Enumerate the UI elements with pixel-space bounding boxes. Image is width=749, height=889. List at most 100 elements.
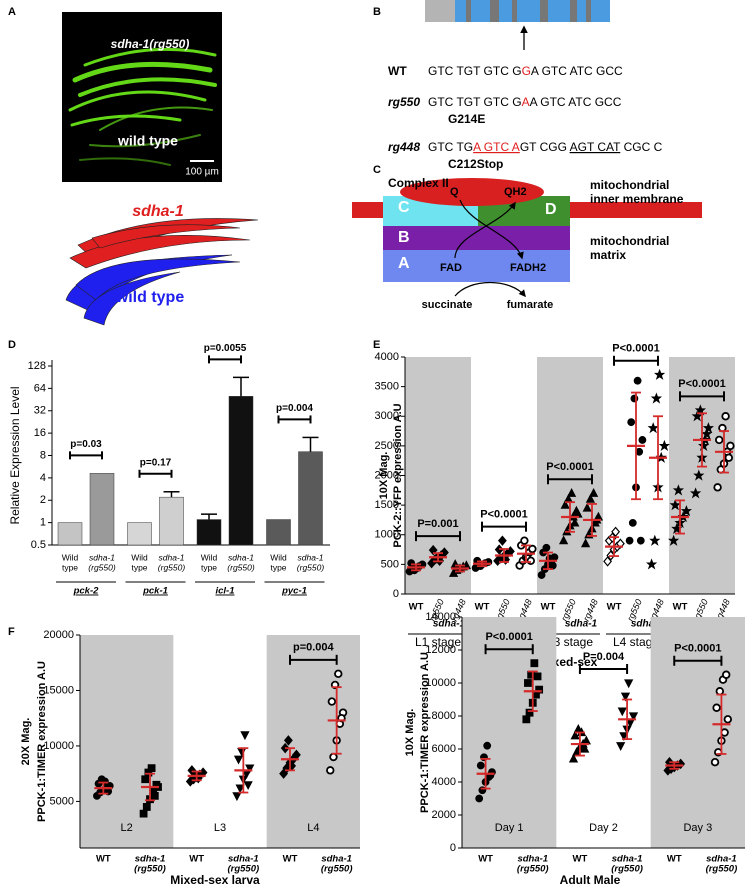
bar-label: (rg550) <box>297 562 325 572</box>
p-value-label: p=0.0055 <box>204 343 247 354</box>
stage-label: L1 stage <box>415 635 461 649</box>
data-point <box>649 534 661 546</box>
data-point <box>722 670 731 679</box>
data-point <box>568 753 579 763</box>
group-label: WT <box>189 854 204 865</box>
data-point <box>233 755 244 765</box>
bar-label: sdha-1 <box>298 552 324 562</box>
stage-shading <box>80 635 174 848</box>
subunit-label: B <box>398 229 410 246</box>
y-tick-label: 3000 <box>375 410 399 422</box>
stage-label: Day 1 <box>495 822 524 834</box>
y-tick-label: 500 <box>381 558 399 570</box>
data-point <box>625 536 634 545</box>
worm-schematic <box>65 218 259 326</box>
data-point <box>715 687 725 696</box>
group-label: WT <box>475 602 490 613</box>
sequence-segment: A GTC ATC GCC <box>531 64 623 78</box>
group-label: (rg550) <box>134 864 166 875</box>
diagram-label: FADH2 <box>510 262 546 274</box>
data-point <box>620 692 631 702</box>
stage-label: L2 <box>121 822 133 834</box>
bar-label: (rg550) <box>158 562 186 572</box>
diagram-label: matrix <box>590 248 626 262</box>
group-label: WT <box>667 854 682 865</box>
data-point <box>235 784 245 794</box>
data-point <box>243 781 253 791</box>
bar <box>266 519 291 546</box>
group-sublabel: sdha-1 <box>631 619 664 630</box>
data-point <box>710 758 720 767</box>
diagram-label: mitochondrial <box>590 234 669 248</box>
data-point <box>524 679 532 687</box>
data-point <box>407 559 416 568</box>
group-sublabel: sdha-1 <box>433 619 466 630</box>
y-tick-label: 1 <box>40 517 46 529</box>
stage-label: L3 stage <box>547 635 593 649</box>
y-tick-label: 20000 <box>43 629 74 641</box>
stage-label: L4 stage <box>613 635 659 649</box>
image-label: wild type <box>117 133 178 149</box>
stage-shading <box>650 617 745 848</box>
sequence-segment: GTC TGT GTC G <box>428 95 522 109</box>
p-value-label: p=0.17 <box>140 457 172 468</box>
y-tick-label: 2500 <box>375 440 399 452</box>
bar-label: sdha-1 <box>159 552 185 562</box>
group-label: sdha-1 <box>706 854 737 865</box>
y-tick-label: 1500 <box>375 499 399 511</box>
group-label: sdha-1 <box>612 854 643 865</box>
data-point <box>603 556 613 567</box>
bar-label: Wild <box>270 552 287 562</box>
data-point <box>476 761 485 770</box>
data-point <box>520 536 529 545</box>
complex-ii-diagram <box>352 178 702 298</box>
bar <box>57 522 83 546</box>
bar-label: type <box>201 562 217 572</box>
y-tick-label: 15000 <box>43 684 74 696</box>
group-label: WT <box>283 854 298 865</box>
subunit-label: C <box>398 199 410 216</box>
data-point <box>650 392 662 404</box>
group-label: (rg550) <box>227 864 259 875</box>
p-value-label: p=0.004 <box>293 642 335 654</box>
data-point <box>611 526 621 538</box>
sequence-name: WT <box>388 64 407 78</box>
diagram-label: Complex II <box>388 176 449 190</box>
mutation-label: G214E <box>448 112 485 126</box>
data-point <box>726 441 735 451</box>
sequence-segment: CGC C <box>620 140 662 154</box>
data-point <box>580 743 590 753</box>
data-point <box>580 538 591 548</box>
stage-label: L3 <box>214 822 226 834</box>
diagram-label: inner membrane <box>590 192 684 206</box>
data-point <box>245 764 255 774</box>
sequence-segment: AGT CAT <box>570 140 622 154</box>
data-point <box>628 519 637 527</box>
y-tick-label: 4000 <box>375 351 399 363</box>
group-label: sdha-1 <box>321 854 352 865</box>
sequence-name: rg550 <box>388 95 420 109</box>
data-point <box>139 809 148 818</box>
p-value-label: P=0.004 <box>583 651 625 663</box>
data-point <box>582 502 592 512</box>
data-point <box>585 493 596 503</box>
data-point <box>147 764 156 773</box>
p-value-label: P<0.0001 <box>485 631 532 643</box>
image-label: sdha-1(rg550) <box>111 37 190 51</box>
stage-label: Day 3 <box>683 822 712 834</box>
subunit-label: D <box>545 201 557 218</box>
sequence-segment: G <box>522 64 531 78</box>
data-point <box>723 715 733 724</box>
data-point <box>690 487 702 499</box>
y-tick-label: 2000 <box>432 809 456 821</box>
data-point <box>624 679 634 689</box>
p-value-label: P<0.0001 <box>612 343 659 355</box>
bar <box>127 522 152 546</box>
group-label: sdha-1 <box>517 854 548 865</box>
y-tick-label: 0 <box>393 588 399 600</box>
data-point <box>570 730 580 740</box>
group-label: (rg550) <box>706 864 738 875</box>
panel-label: A <box>8 6 16 18</box>
x-category-label: pyc-1 <box>281 586 307 597</box>
